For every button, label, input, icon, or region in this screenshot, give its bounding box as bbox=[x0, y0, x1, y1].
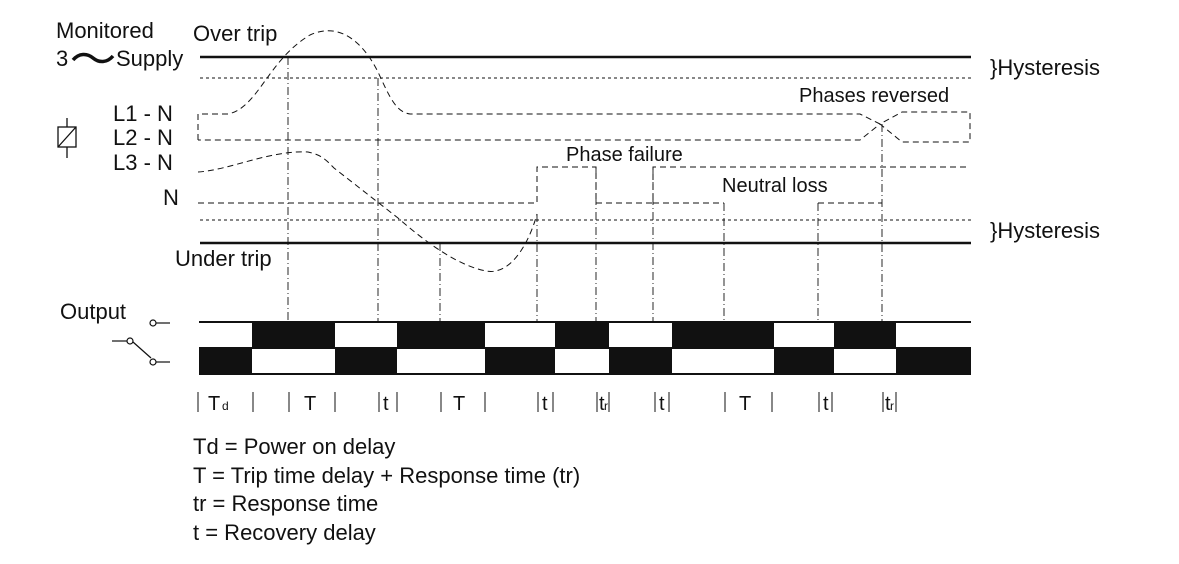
contact-switch-icon bbox=[112, 319, 170, 366]
neutral-loss-label: Neutral loss bbox=[722, 175, 828, 197]
timing-r2-label: t bbox=[542, 393, 548, 415]
relay-coil-icon bbox=[57, 118, 77, 158]
supply-label-line1: Monitored bbox=[56, 18, 154, 43]
line-label-l1: L1 - N bbox=[113, 101, 173, 126]
output-label: Output bbox=[60, 299, 126, 324]
tilde-icon bbox=[71, 52, 115, 64]
phases-reversed-label: Phases reversed bbox=[799, 85, 949, 107]
timing-r1-label: t bbox=[383, 393, 389, 415]
l1-waveform bbox=[197, 30, 971, 143]
timing-r3-label: t bbox=[659, 393, 665, 415]
over-trip-label: Over trip bbox=[193, 21, 277, 46]
timing-tr1-label: t bbox=[599, 393, 605, 415]
l3-waveform bbox=[197, 151, 538, 272]
n-baseline-left bbox=[198, 166, 970, 204]
timing-td-label: T bbox=[208, 393, 220, 415]
supply-label-number: 3 bbox=[56, 46, 68, 71]
legend-item: Td = Power on delay bbox=[193, 434, 395, 459]
legend-item: t = Recovery delay bbox=[193, 520, 376, 545]
hysteresis-top-label: }Hysteresis bbox=[990, 55, 1100, 80]
phase-failure-label: Phase failure bbox=[566, 144, 683, 166]
timing-tr2-label: t bbox=[885, 393, 891, 415]
hysteresis-bottom-label: }Hysteresis bbox=[990, 218, 1100, 243]
timing-td-sub: d bbox=[222, 399, 229, 413]
timing-tr1-sub: r bbox=[604, 399, 608, 413]
timing-t3-label: T bbox=[739, 393, 751, 415]
supply-label-text: Supply bbox=[116, 46, 183, 71]
legend-item: T = Trip time delay + Response time (tr) bbox=[193, 463, 580, 488]
event-markers bbox=[287, 57, 883, 322]
legend-item: tr = Response time bbox=[193, 491, 378, 516]
under-trip-label: Under trip bbox=[175, 246, 272, 271]
output-state-bars bbox=[199, 321, 971, 375]
timing-t1-label: T bbox=[304, 393, 316, 415]
line-label-l2: L2 - N bbox=[113, 125, 173, 150]
timing-ticks bbox=[197, 392, 897, 412]
timing-r4-label: t bbox=[823, 393, 829, 415]
line-label-n: N bbox=[163, 185, 179, 210]
timing-t2-label: T bbox=[453, 393, 465, 415]
timing-tr2-sub: r bbox=[890, 399, 894, 413]
line-label-l3: L3 - N bbox=[113, 150, 173, 175]
